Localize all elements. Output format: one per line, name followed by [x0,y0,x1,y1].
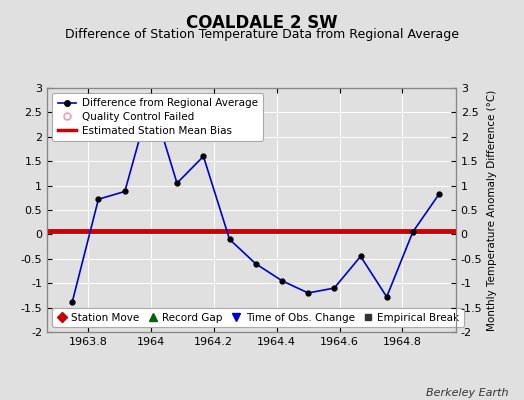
Legend: Station Move, Record Gap, Time of Obs. Change, Empirical Break: Station Move, Record Gap, Time of Obs. C… [52,308,464,327]
Text: COALDALE 2 SW: COALDALE 2 SW [186,14,338,32]
Text: Berkeley Earth: Berkeley Earth [426,388,508,398]
Text: Difference of Station Temperature Data from Regional Average: Difference of Station Temperature Data f… [65,28,459,41]
Y-axis label: Monthly Temperature Anomaly Difference (°C): Monthly Temperature Anomaly Difference (… [486,89,497,331]
